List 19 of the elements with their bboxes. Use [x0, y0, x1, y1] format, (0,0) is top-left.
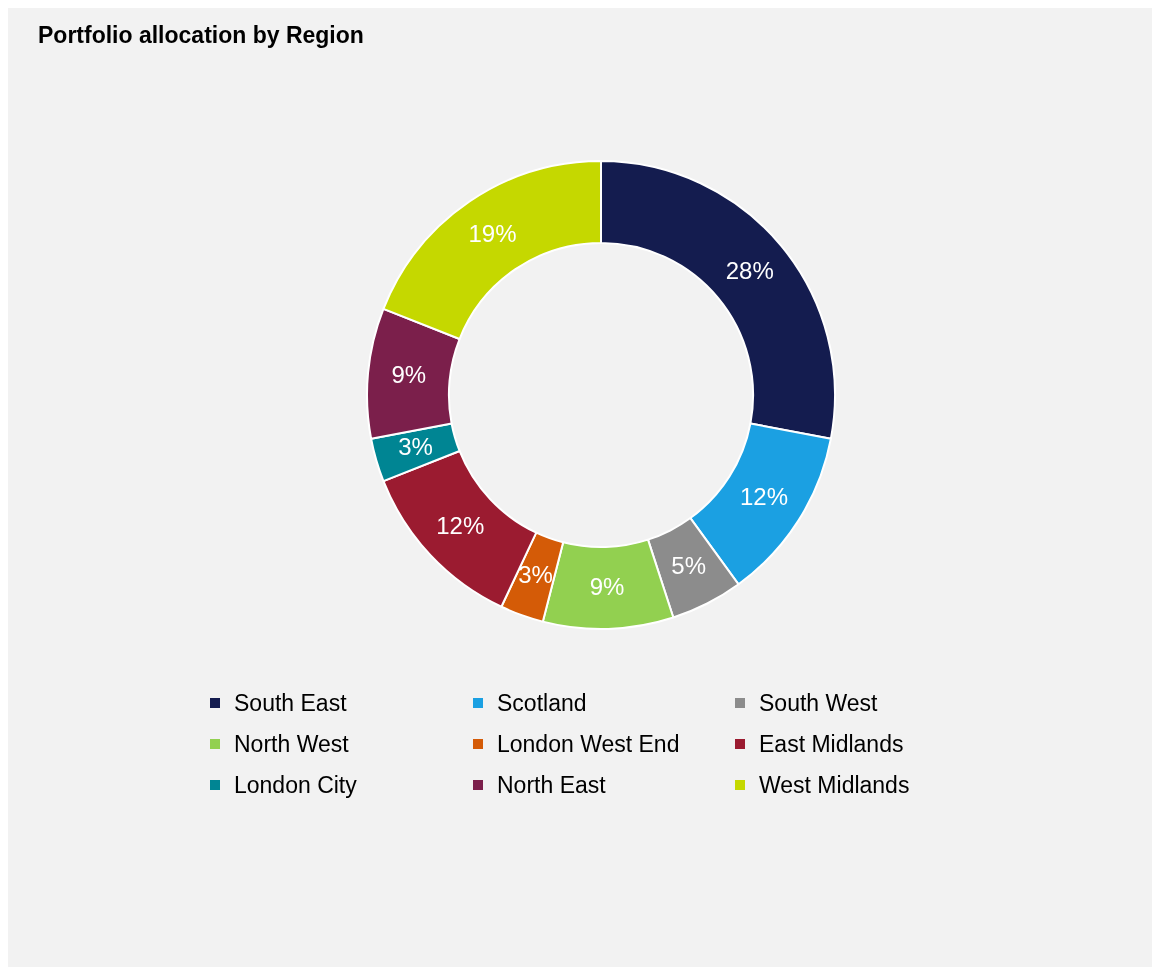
data-label: 19% — [468, 219, 517, 247]
data-label: 28% — [725, 256, 774, 284]
legend-label: Scotland — [497, 689, 587, 717]
data-label: 3% — [518, 561, 553, 589]
chart-title: Portfolio allocation by Region — [38, 22, 364, 49]
legend-label: South East — [234, 689, 347, 717]
legend-label: West Midlands — [759, 771, 910, 799]
legend-label: North East — [497, 771, 606, 799]
legend-label: London West End — [497, 730, 680, 758]
data-label: 9% — [589, 572, 625, 600]
data-label: 9% — [391, 361, 427, 389]
legend-label: London City — [234, 771, 357, 799]
legend-label: East Midlands — [759, 730, 904, 758]
data-label: 12% — [436, 511, 485, 539]
legend-label: South West — [759, 689, 878, 717]
data-label: 12% — [739, 483, 789, 511]
data-label: 3% — [398, 433, 433, 461]
legend-label: North West — [234, 730, 349, 758]
data-label: 5% — [671, 551, 706, 579]
